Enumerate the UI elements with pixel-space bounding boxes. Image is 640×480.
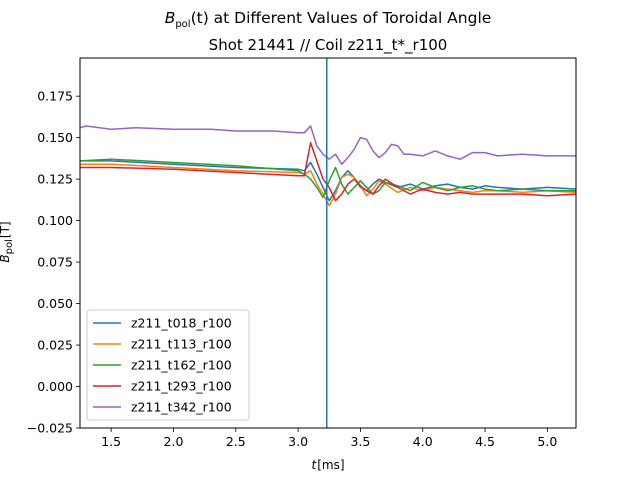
y-axis: −0.025 0.000 0.025 0.050 0.075 0.100 0.125 0.15… xyxy=(27,89,80,436)
x-axis-label: t[ms] xyxy=(311,458,344,472)
x-tick-label: 5.0 xyxy=(537,434,557,449)
y-tick-label: 0.125 xyxy=(37,172,73,187)
x-tick-label: 3.5 xyxy=(350,434,370,449)
y-tick-label: 0.025 xyxy=(37,338,73,353)
y-tick-label: 0.175 xyxy=(37,89,73,104)
legend-box xyxy=(86,309,250,421)
y-tick-label: 0.150 xyxy=(37,130,73,145)
plot-frame xyxy=(79,57,577,429)
legend-label-z211_t293_r100: z211_t293_r100 xyxy=(131,379,232,394)
x-tick-label: 2.0 xyxy=(164,434,184,449)
series-line-z211_t293_r100 xyxy=(80,141,577,202)
x-tick-label: 4.5 xyxy=(475,434,495,449)
y-axis-label: Bpol[T] xyxy=(0,221,15,262)
legend-label-z211_t018_r100: z211_t018_r100 xyxy=(131,316,232,331)
y-tick-label: 0.000 xyxy=(37,379,73,394)
chart-title: Bpol(t) at Different Values of Toroidal … xyxy=(165,9,492,30)
legend-label-z211_t342_r100: z211_t342_r100 xyxy=(131,400,232,415)
x-tick-label: 2.5 xyxy=(226,434,246,449)
y-tick-label: 0.050 xyxy=(37,296,73,311)
series-line-z211_t342_r100 xyxy=(79,125,576,165)
x-tick-label: 3.0 xyxy=(288,434,308,449)
plot-area xyxy=(79,57,577,429)
y-tick-label: −0.025 xyxy=(27,421,73,436)
y-tick-label: 0.075 xyxy=(37,255,73,270)
chart-subtitle: Shot 21441 // Coil z211_t*_r100 xyxy=(209,36,448,55)
x-tick-label: 1.5 xyxy=(101,434,121,449)
x-axis: 1.5 2.0 2.5 3.0 3.5 4.0 4.5 5.0 xyxy=(101,428,557,449)
legend-label-z211_t113_r100: z211_t113_r100 xyxy=(131,337,232,352)
y-tick-label: 0.100 xyxy=(37,213,73,228)
legend-label-z211_t162_r100: z211_t162_r100 xyxy=(131,358,232,373)
legend: z211_t018_r100 z211_t113_r100 z211_t162_r1… xyxy=(86,309,250,421)
series-layer xyxy=(79,125,577,207)
x-tick-label: 4.0 xyxy=(413,434,433,449)
